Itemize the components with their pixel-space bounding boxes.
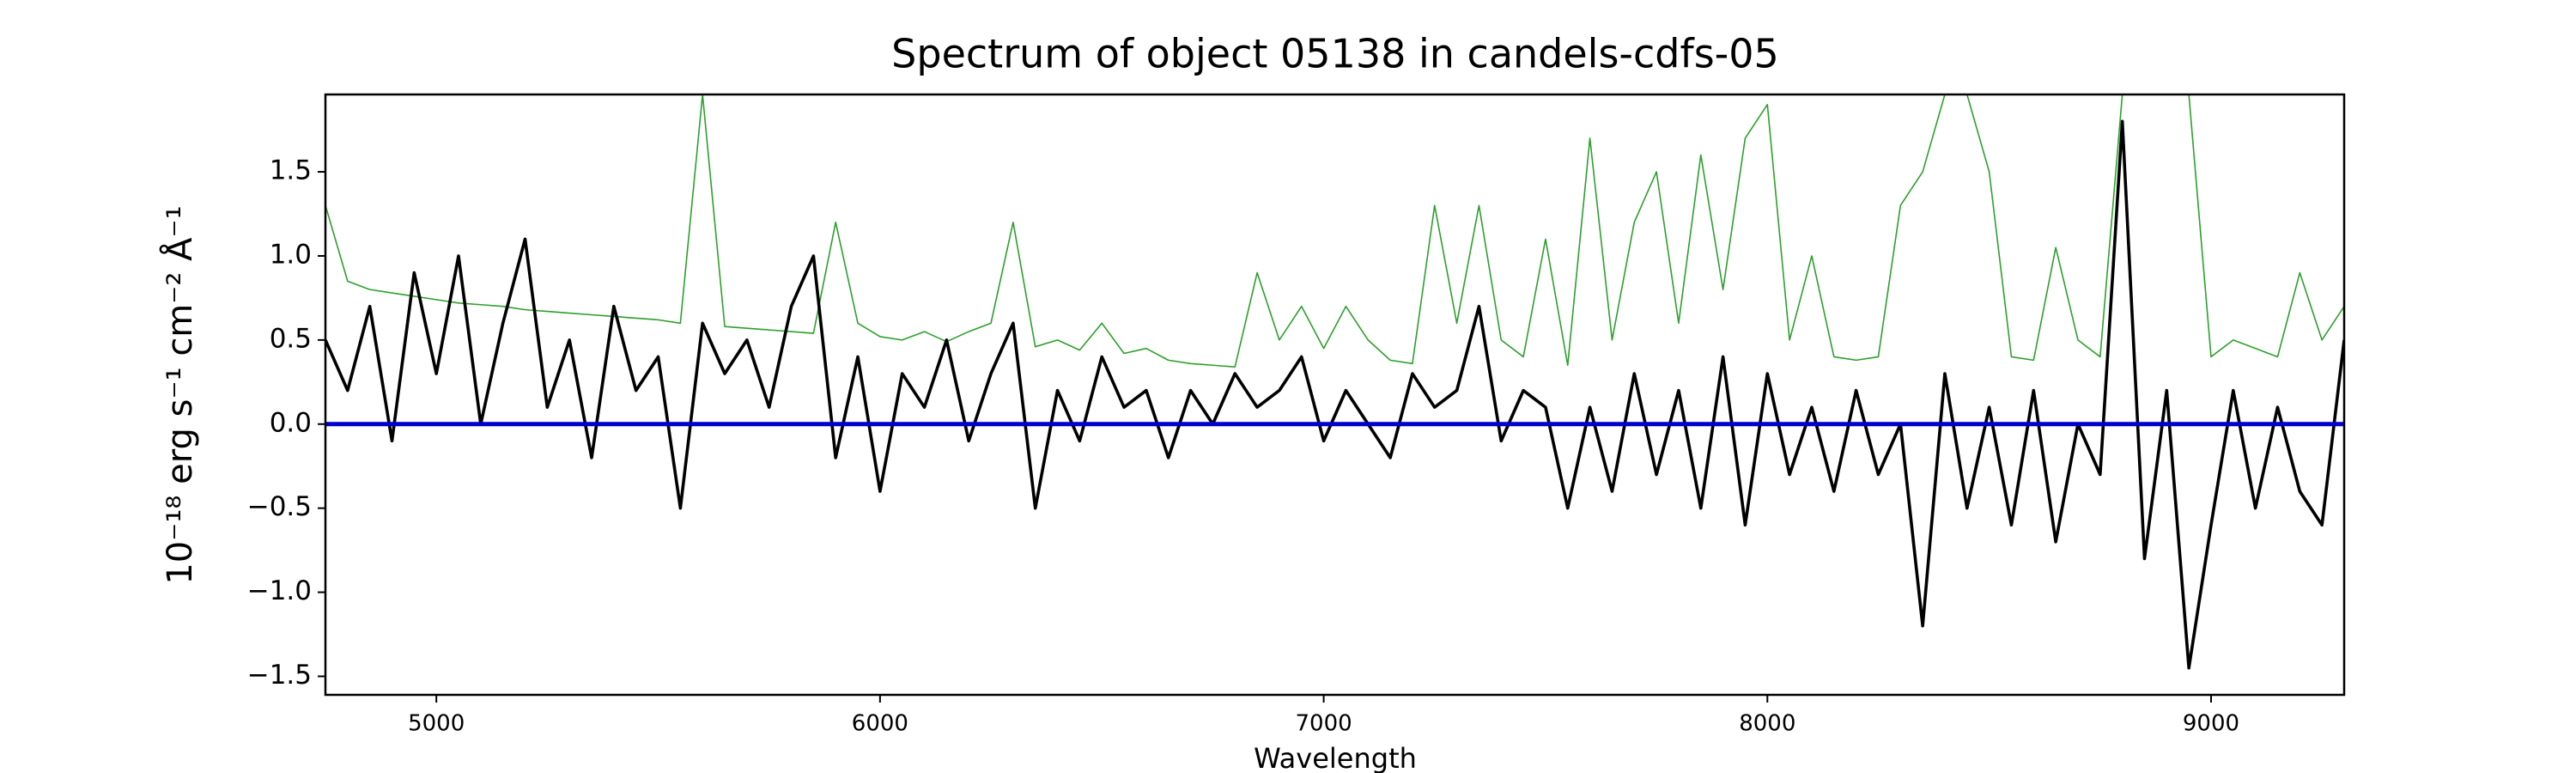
- x-tick-label: 6000: [852, 711, 908, 737]
- y-tick-label: −1.0: [247, 575, 312, 606]
- x-axis-label: Wavelength: [1254, 742, 1417, 773]
- y-tick-label: 0.0: [270, 407, 312, 438]
- spectrum-line: [325, 119, 2344, 670]
- x-tick-label: 9000: [2183, 711, 2239, 737]
- plot-lines: [325, 94, 2344, 670]
- spectrum-line: [325, 94, 2344, 368]
- y-tick-label: 1.0: [270, 239, 312, 270]
- x-tick-label: 8000: [1739, 711, 1795, 737]
- y-axis-label: 10⁻¹⁸ erg s⁻¹ cm⁻² Å⁻¹: [159, 205, 200, 584]
- y-tick-label: −1.5: [247, 660, 312, 691]
- x-tick-label: 5000: [408, 711, 465, 737]
- y-tick-label: 0.5: [270, 323, 312, 354]
- y-tick-label: −0.5: [247, 491, 312, 522]
- x-tick-label: 7000: [1295, 711, 1352, 737]
- plot-frame: [324, 93, 2346, 697]
- chart-title: Spectrum of object 05138 in candels-cdfs…: [891, 31, 1779, 77]
- y-tick-label: 1.5: [270, 155, 312, 186]
